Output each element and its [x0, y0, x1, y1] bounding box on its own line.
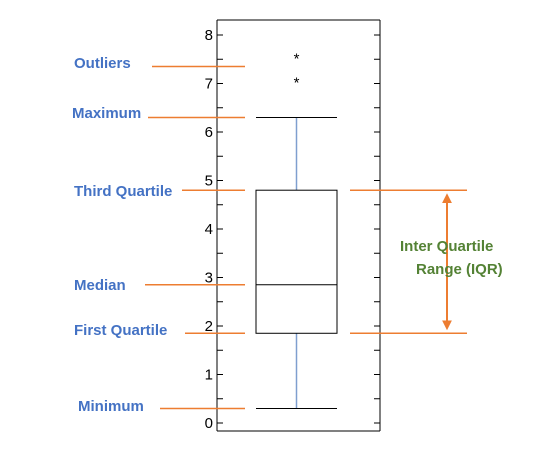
y-tick-label: 1 [205, 367, 213, 384]
iqr-box [255, 189, 338, 334]
y-tick-label: 3 [205, 270, 213, 287]
label-median: Median [74, 277, 126, 294]
label-minimum: Minimum [78, 398, 144, 415]
y-tick-label: 6 [205, 124, 213, 141]
outlier-point: * [294, 75, 300, 92]
label-first-quartile: First Quartile [74, 322, 167, 339]
label-third-quartile: Third Quartile [74, 183, 172, 200]
guide-lines [145, 65, 467, 410]
y-tick-label: 8 [205, 27, 213, 44]
label-outliers: Outliers [74, 55, 131, 72]
y-axis-ticks [217, 34, 380, 424]
y-tick-label: 5 [205, 173, 213, 190]
outlier-point: * [294, 50, 300, 67]
y-tick-label: 2 [205, 318, 213, 335]
label-maximum: Maximum [72, 105, 141, 122]
y-axis-tick-labels: 0 1 2 3 4 5 6 7 8 [205, 27, 213, 432]
box-and-whiskers [255, 116, 338, 409]
outlier-markers: ** [294, 50, 300, 91]
y-tick-label: 4 [205, 221, 213, 238]
iqr-label-line2: Range (IQR) [416, 261, 503, 278]
y-tick-label: 0 [205, 415, 213, 432]
iqr-label-line1: Inter Quartile [400, 238, 493, 255]
y-tick-label: 7 [205, 76, 213, 93]
